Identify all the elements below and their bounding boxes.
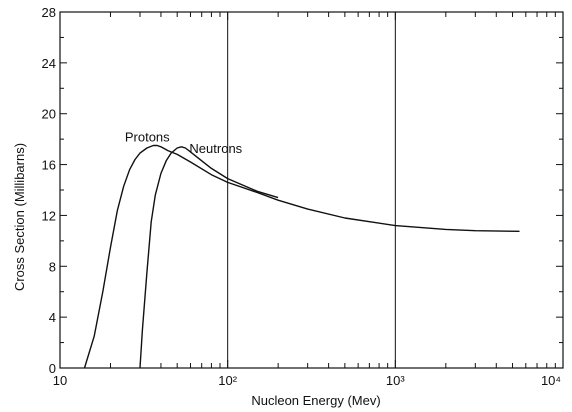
y-tick-label: 0	[49, 361, 56, 376]
y-tick-label: 12	[42, 208, 56, 223]
x-axis-label: Nucleon Energy (Mev)	[251, 393, 380, 408]
axis-ticks	[59, 11, 563, 369]
series-label-protons: Protons	[125, 130, 170, 145]
y-axis-label: Cross Section (Millibarns)	[12, 143, 27, 291]
tick-labels: 0 4 8 12 16 20 24 28 10 10² 10³ 10⁴	[42, 5, 561, 388]
plot-frame	[59, 11, 564, 369]
x-tick-label: 10⁴	[541, 373, 561, 388]
series-label-neutrons: Neutrons	[189, 141, 242, 156]
y-tick-label: 24	[42, 56, 56, 71]
y-tick-label: 4	[49, 310, 56, 325]
x-tick-label: 10³	[386, 373, 405, 388]
y-tick-label: 16	[42, 158, 56, 173]
series-labels: Protons Neutrons	[125, 130, 243, 156]
grid-lines	[227, 12, 396, 368]
y-tick-label: 28	[42, 5, 56, 20]
y-tick-label: 8	[49, 259, 56, 274]
x-tick-label: 10²	[218, 373, 237, 388]
series-line-neutrons	[139, 146, 279, 369]
x-tick-label: 10	[53, 373, 67, 388]
series-lines	[83, 144, 520, 369]
y-tick-label: 20	[42, 107, 56, 122]
series-line-protons	[83, 144, 520, 369]
